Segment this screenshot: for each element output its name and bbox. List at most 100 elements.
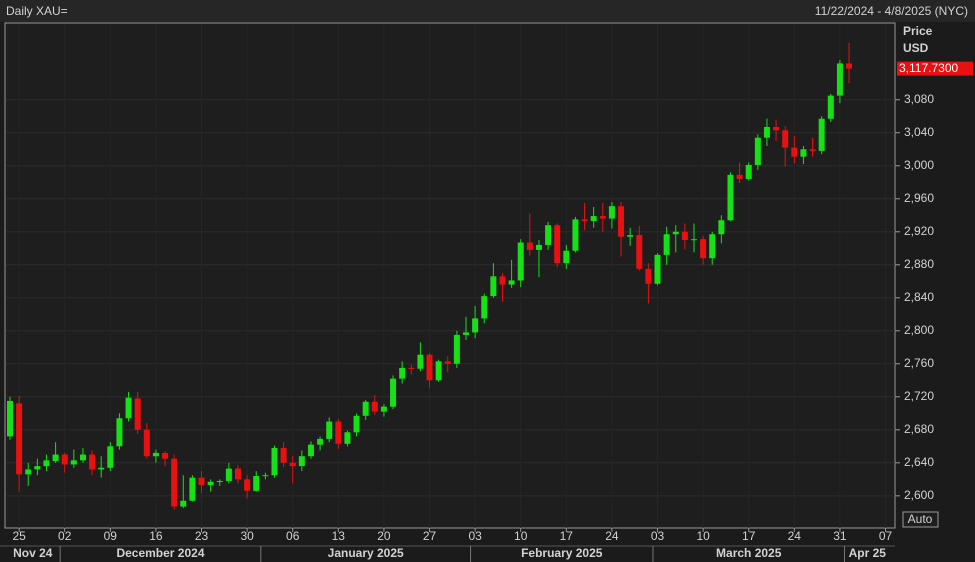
candle-body	[162, 452, 169, 459]
x-tick-label: 31	[833, 529, 847, 543]
candle-body	[627, 235, 634, 237]
candle-body	[43, 460, 50, 467]
candle-body	[298, 456, 305, 467]
candle-body	[317, 438, 324, 445]
candle-body	[390, 378, 397, 407]
y-tick-label: 3,080	[904, 92, 934, 106]
candle-body	[134, 398, 141, 430]
x-group-label: January 2025	[328, 546, 404, 560]
x-tick-label: 02	[58, 529, 72, 543]
candle-body	[225, 468, 232, 481]
x-tick-label: 17	[742, 529, 756, 543]
candle-body	[709, 234, 716, 259]
candle-body	[253, 476, 260, 491]
chart-subtitle: 11/22/2024 - 4/8/2025 (NYC)	[815, 4, 968, 18]
candle-body	[98, 467, 105, 470]
candle-body	[463, 332, 469, 335]
x-tick-label: 10	[696, 529, 710, 543]
candle-body	[326, 421, 333, 439]
candle-body	[791, 147, 798, 157]
x-tick-label: 27	[423, 529, 437, 543]
candle-body	[362, 401, 369, 416]
candle-body	[171, 458, 178, 507]
candle-body	[198, 477, 205, 486]
y-axis-label: USD	[903, 41, 929, 55]
candle-body	[700, 239, 707, 259]
candle-body	[718, 220, 725, 235]
candle-body	[399, 367, 406, 379]
candle-body	[599, 216, 606, 219]
candle-body	[490, 276, 497, 297]
x-tick-label: 03	[468, 529, 482, 543]
x-tick-label: 10	[514, 529, 528, 543]
x-tick-label: 16	[149, 529, 163, 543]
candle-body	[216, 480, 223, 482]
candle-body	[34, 466, 41, 470]
y-tick-label: 2,640	[904, 455, 934, 469]
candle-body	[663, 234, 670, 255]
scale-button-label[interactable]: Auto	[908, 512, 933, 526]
x-tick-label: 07	[879, 529, 893, 543]
candle-body	[435, 361, 442, 381]
candle-body	[508, 280, 515, 285]
header-bar	[0, 0, 975, 22]
scale-button[interactable]	[902, 511, 939, 528]
candle-body	[809, 149, 816, 151]
candle-body	[745, 164, 752, 179]
last-price-label: 3,117.7300	[899, 61, 958, 75]
candle-body	[262, 475, 269, 477]
candle-body	[526, 242, 533, 250]
y-tick-label: 2,680	[904, 422, 934, 436]
candle-body	[89, 454, 96, 470]
x-tick-label: 24	[788, 529, 802, 543]
candle-body	[773, 126, 780, 131]
candle-body	[244, 479, 251, 491]
candle-body	[645, 268, 652, 284]
candle-body	[572, 219, 579, 251]
candle-body	[235, 468, 241, 480]
candle-body	[846, 63, 853, 69]
x-tick-label: 03	[651, 529, 665, 543]
x-group-label: Apr 25	[849, 546, 887, 560]
candle-body	[545, 225, 552, 245]
candle-body	[800, 149, 807, 157]
y-axis-label: Price	[903, 24, 933, 38]
candle-body	[499, 276, 506, 285]
candle-body	[189, 477, 196, 501]
candle-body	[736, 174, 743, 179]
y-tick-label: 3,000	[904, 158, 934, 172]
y-tick-label: 2,800	[904, 323, 934, 337]
candle-body	[417, 354, 424, 369]
candle-body	[307, 444, 314, 457]
candle-body	[289, 462, 296, 467]
candle-body	[827, 95, 834, 119]
candle-body	[52, 454, 59, 462]
y-tick-label: 2,720	[904, 389, 934, 403]
y-tick-label: 2,840	[904, 290, 934, 304]
x-tick-label: 13	[332, 529, 346, 543]
candle-body	[335, 421, 342, 444]
candle-body	[280, 447, 287, 463]
candle-body	[472, 318, 479, 333]
candle-body	[554, 225, 561, 264]
x-tick-label: 23	[195, 529, 209, 543]
x-tick-label: 09	[104, 529, 118, 543]
y-tick-label: 2,880	[904, 257, 934, 271]
y-tick-label: 2,600	[904, 488, 934, 502]
candle-body	[408, 367, 415, 369]
candle-body	[590, 216, 597, 222]
x-tick-label: 06	[286, 529, 300, 543]
x-tick-label: 17	[560, 529, 574, 543]
candle-body	[426, 354, 433, 381]
candle-body	[517, 242, 524, 281]
candle-body	[654, 254, 661, 284]
candle-body	[636, 235, 643, 269]
y-tick-label: 2,760	[904, 356, 934, 370]
candle-body	[481, 296, 488, 319]
candle-body	[271, 447, 278, 476]
candle-body	[143, 429, 150, 457]
candle-body	[444, 361, 451, 364]
x-tick-label: 30	[240, 529, 254, 543]
candle-body	[618, 206, 625, 237]
